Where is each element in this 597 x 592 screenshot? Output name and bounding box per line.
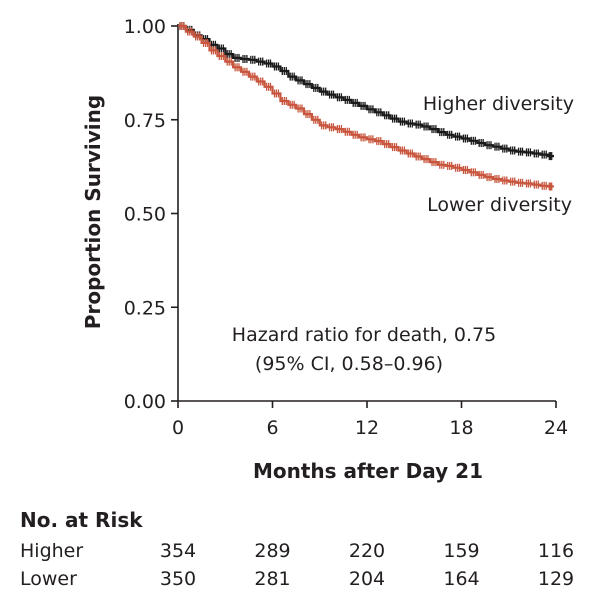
axes: 0.00 0.25 0.50 0.75 1.00 0 6 12 18 24 [124, 16, 568, 439]
risk-cell: 164 [443, 568, 479, 590]
y-tick-label: 0.25 [124, 297, 166, 319]
x-tick-label: 24 [544, 417, 568, 439]
risk-cell: 289 [254, 540, 290, 562]
series-label-lower: Lower diversity [427, 194, 572, 216]
series-layer [178, 22, 554, 191]
y-tick-label: 0.50 [124, 204, 166, 226]
risk-table-title: No. at Risk [20, 508, 143, 532]
series-line-higher [178, 24, 554, 158]
y-tick-label: 0.00 [124, 391, 166, 413]
risk-cell: 220 [349, 540, 385, 562]
series-label-higher: Higher diversity [423, 93, 574, 115]
risk-cell: 116 [538, 540, 574, 562]
risk-cell: 354 [160, 540, 196, 562]
risk-cell: 350 [160, 568, 196, 590]
x-axis-title: Months after Day 21 [253, 459, 483, 483]
x-tick-label: 6 [266, 417, 278, 439]
x-tick-label: 0 [172, 417, 184, 439]
risk-cell: 129 [538, 568, 574, 590]
risk-row-label: Higher [20, 540, 83, 562]
series-line-lower [178, 24, 554, 188]
confidence-interval-text: (95% CI, 0.58–0.96) [255, 353, 443, 375]
hazard-ratio-text: Hazard ratio for death, 0.75 [232, 324, 496, 346]
risk-cell: 281 [254, 568, 290, 590]
y-axis-title: Proportion Surviving [81, 95, 105, 329]
y-tick-label: 0.75 [124, 110, 166, 132]
x-tick-label: 12 [355, 417, 379, 439]
risk-cell: 159 [443, 540, 479, 562]
risk-cell: 204 [349, 568, 385, 590]
x-tick-label: 18 [449, 417, 473, 439]
y-tick-label: 1.00 [124, 16, 166, 38]
risk-table: Higher 354 289 220 159 116 Lower 350 281 204 164 12… [20, 540, 574, 590]
risk-row-label: Lower [20, 568, 77, 590]
